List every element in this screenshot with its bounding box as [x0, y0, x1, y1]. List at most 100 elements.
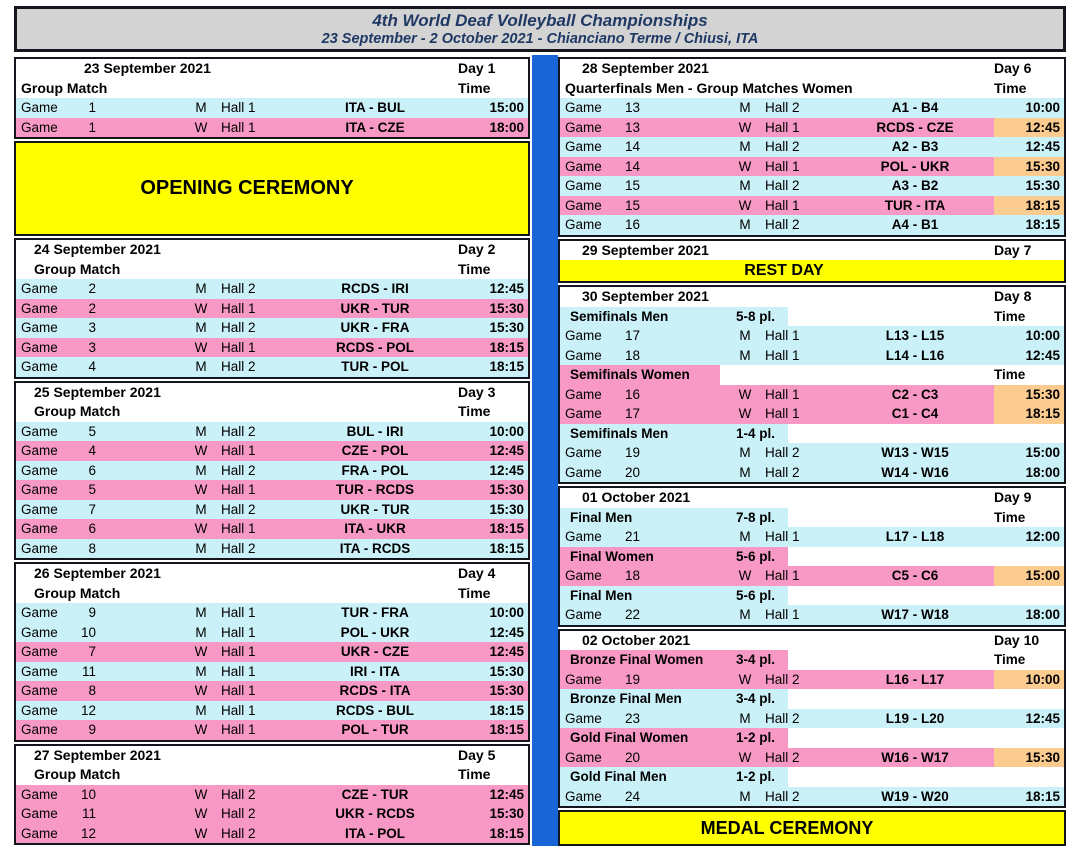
gender-label: M — [739, 464, 751, 480]
section-label-row: Group Match Time — [16, 765, 528, 785]
time-column-label: Time — [994, 652, 1026, 667]
hall-label: Hall 1 — [221, 624, 256, 640]
column-divider-bar — [532, 55, 558, 846]
game-label: Game — [21, 644, 58, 659]
match-teams: L16 - L17 — [885, 671, 945, 687]
day-block: 24 September 2021 Day 2 Group Match Time Gam… — [14, 238, 530, 379]
game-label: Game — [21, 825, 58, 841]
hall-label: Hall 1 — [221, 119, 256, 135]
time-column-label: Time — [994, 79, 1027, 96]
day-block: 28 September 2021 Day 6 Quarterfinals Men … — [558, 57, 1066, 237]
date-row: 29 September 2021 Day 7 — [560, 241, 1064, 261]
phase-places: 5-8 pl. — [720, 306, 788, 326]
gender-label: M — [195, 605, 207, 620]
game-number: 8 — [88, 540, 96, 556]
game-label: Game — [565, 328, 602, 343]
game-number: 14 — [624, 139, 640, 154]
game-number: 14 — [624, 158, 640, 174]
match-time: 18:15 — [1025, 217, 1060, 232]
match-teams: A4 - B1 — [891, 217, 939, 232]
game-number: 17 — [624, 406, 640, 421]
hall-label: Hall 1 — [221, 683, 256, 698]
date-row: 24 September 2021 Day 2 — [16, 240, 528, 260]
day-block: 29 September 2021 Day 7 REST DAY — [558, 238, 1066, 283]
game-number: 15 — [624, 197, 640, 213]
match-teams: RCDS - CZE — [876, 119, 954, 135]
match-teams: RCDS - POL — [335, 339, 414, 355]
section-label: Group Match — [34, 766, 121, 782]
game-row: Game 3 W Hall 1 RCDS - POL 18:15 — [16, 337, 528, 357]
day-block: 02 October 2021 Day 10 Bronze Final Women 3… — [558, 628, 1066, 808]
time-column-label: Time — [458, 79, 491, 96]
match-teams: UKR - FRA — [340, 320, 410, 335]
gender-label: W — [194, 482, 208, 497]
game-row: Game 5 W Hall 1 TUR - RCDS 15:30 — [16, 480, 528, 500]
hall-label: Hall 1 — [221, 663, 256, 679]
game-row: Game 9 W Hall 1 POL - TUR 18:15 — [16, 720, 528, 740]
phase-title: Final Men — [560, 507, 720, 527]
hall-label: Hall 2 — [765, 178, 800, 193]
date-label: 28 September 2021 — [582, 60, 709, 76]
day-number-label: Day 7 — [994, 241, 1032, 258]
match-teams: L14 - L16 — [885, 347, 945, 363]
hall-label: Hall 2 — [765, 788, 800, 804]
phase-header-row: Semifinals Women Time — [560, 365, 1064, 385]
date-label: 24 September 2021 — [34, 241, 161, 257]
gender-label: W — [194, 825, 208, 841]
phase-places — [720, 365, 788, 385]
game-label: Game — [21, 624, 58, 640]
gender-label: W — [738, 406, 752, 421]
game-row: Game 10 W Hall 2 CZE - TUR 12:45 — [16, 784, 528, 804]
game-number: 7 — [88, 501, 96, 517]
gender-label: W — [194, 722, 208, 737]
match-time: 15:30 — [994, 156, 1064, 176]
game-row: Game 3 M Hall 2 UKR - FRA 15:30 — [16, 318, 528, 338]
match-time: 15:30 — [489, 300, 524, 316]
section-label-row: Group Match Time — [16, 402, 528, 422]
match-time: 18:15 — [994, 404, 1064, 424]
game-label: Game — [565, 347, 602, 363]
date-label: 01 October 2021 — [582, 489, 691, 505]
match-time: 10:00 — [489, 423, 524, 439]
game-label: Game — [21, 339, 58, 355]
day-number-label: Day 8 — [994, 288, 1032, 304]
gender-label: M — [195, 540, 207, 556]
day-number-label: Day 1 — [458, 60, 496, 76]
day-block: 23 September 2021 Day 1 Group Match Time Gam… — [14, 57, 530, 139]
game-number: 23 — [624, 710, 640, 726]
game-row: Game 21 M Hall 1 L17 - L18 12:00 — [560, 527, 1064, 547]
match-time: 18:15 — [489, 825, 524, 841]
game-label: Game — [21, 501, 58, 517]
phase-title: Semifinals Men — [560, 306, 720, 326]
hall-label: Hall 1 — [765, 607, 800, 622]
match-time: 12:45 — [489, 281, 524, 296]
game-number: 13 — [624, 100, 640, 115]
gender-label: M — [739, 445, 751, 460]
section-label-row: Group Match Time — [16, 260, 528, 280]
day-number-label: Day 3 — [458, 383, 496, 400]
game-row: Game 20 W Hall 2 W16 - W17 15:30 — [560, 747, 1064, 767]
gender-label: M — [739, 328, 751, 343]
phase-places: 1-2 pl. — [720, 767, 788, 787]
match-teams: TUR - FRA — [341, 605, 409, 620]
game-number: 12 — [80, 702, 96, 718]
gender-label: M — [739, 788, 751, 804]
date-label: 23 September 2021 — [84, 60, 211, 76]
game-row: Game 15 W Hall 1 TUR - ITA 18:15 — [560, 195, 1064, 215]
match-teams: ITA - POL — [345, 825, 405, 841]
game-label: Game — [21, 786, 58, 802]
hall-label: Hall 2 — [221, 825, 256, 841]
hall-label: Hall 1 — [221, 482, 256, 497]
gender-label: W — [738, 386, 752, 402]
gender-label: W — [194, 806, 208, 821]
hall-label: Hall 2 — [765, 100, 800, 115]
gender-label: W — [738, 568, 752, 583]
game-row: Game 6 W Hall 1 ITA - UKR 18:15 — [16, 519, 528, 539]
game-row: Game 7 M Hall 2 UKR - TUR 15:30 — [16, 499, 528, 519]
game-number: 4 — [88, 359, 96, 374]
hall-label: Hall 1 — [221, 521, 256, 536]
phase-places: 5-6 pl. — [720, 585, 788, 605]
game-row: Game 12 W Hall 2 ITA - POL 18:15 — [16, 823, 528, 843]
hall-label: Hall 1 — [765, 406, 800, 421]
section-label: Group Match — [34, 584, 121, 601]
